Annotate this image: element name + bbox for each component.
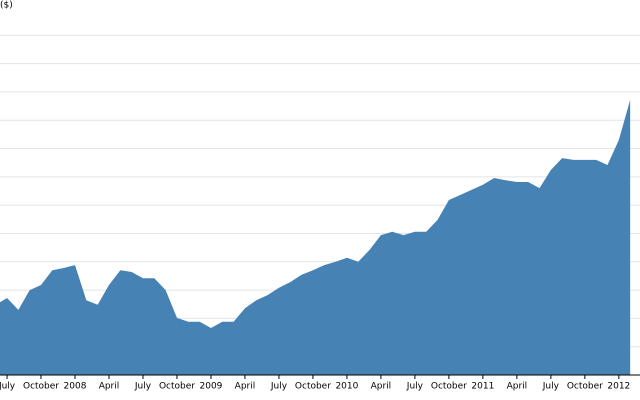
x-tick-label: October — [567, 382, 603, 392]
y-axis-label: ($) — [0, 1, 13, 11]
x-tick-label: July — [0, 382, 16, 392]
x-tick-label: 2008 — [64, 382, 87, 392]
x-tick-label: April — [371, 382, 392, 392]
x-tick-label: 2012 — [607, 382, 630, 392]
x-tick-label: October — [295, 382, 331, 392]
x-tick-label: April — [235, 382, 256, 392]
x-tick-label: 2011 — [471, 382, 494, 392]
x-tick-label: July — [542, 382, 560, 392]
x-tick-label: April — [99, 382, 120, 392]
area — [0, 99, 631, 375]
x-tick-label: October — [431, 382, 467, 392]
x-tick-label: October — [159, 382, 195, 392]
x-tick-label: October — [23, 382, 59, 392]
x-tick-label: July — [406, 382, 424, 392]
x-tick-label: July — [270, 382, 288, 392]
x-tick-label: July — [134, 382, 152, 392]
x-tick-label: 2009 — [200, 382, 223, 392]
x-tick-label: April — [507, 382, 528, 392]
x-tick-label: 2010 — [335, 382, 358, 392]
